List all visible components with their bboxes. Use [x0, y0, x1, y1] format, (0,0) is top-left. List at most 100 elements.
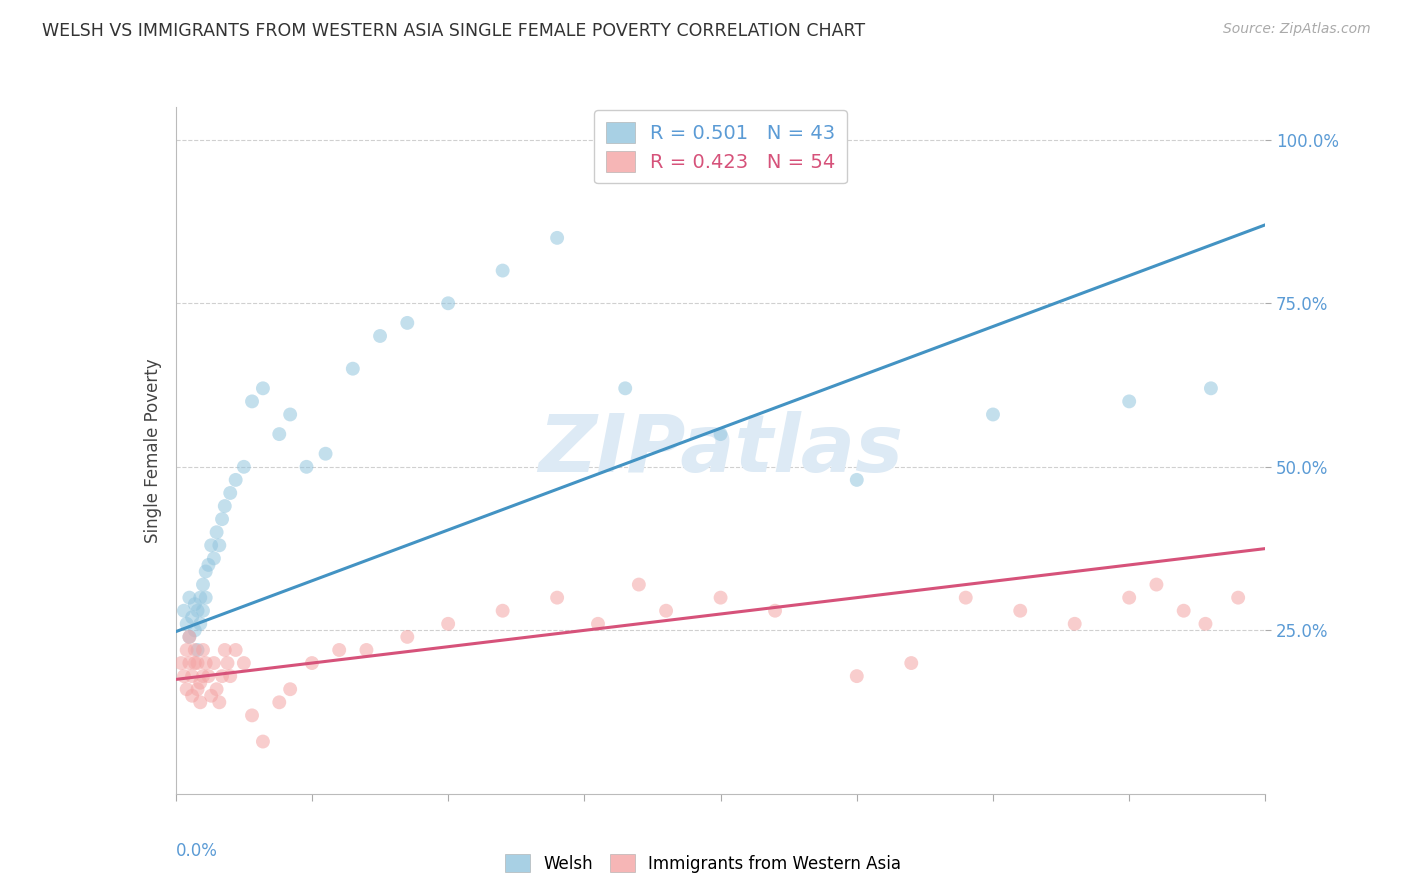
Point [176, 682, 198, 697]
Point [186, 643, 209, 657]
Point [328, 643, 350, 657]
Point [356, 643, 378, 657]
Point [492, 263, 515, 277]
Point [211, 669, 233, 683]
Point [1173, 604, 1195, 618]
Point [252, 381, 274, 395]
Point [194, 565, 217, 579]
Point [240, 394, 263, 409]
Point [181, 610, 204, 624]
Point [710, 591, 733, 605]
Point [179, 656, 201, 670]
Legend: Welsh, Immigrants from Western Asia: Welsh, Immigrants from Western Asia [498, 847, 908, 880]
Point [208, 695, 231, 709]
Point [900, 656, 922, 670]
Point [295, 459, 318, 474]
Point [184, 597, 207, 611]
Text: ZIPatlas: ZIPatlas [538, 411, 903, 490]
Point [1063, 616, 1085, 631]
Point [186, 682, 209, 697]
Point [240, 708, 263, 723]
Point [194, 591, 217, 605]
Point [188, 591, 211, 605]
Point [205, 682, 228, 697]
Point [179, 591, 201, 605]
Point [955, 591, 977, 605]
Point [179, 630, 201, 644]
Point [188, 675, 211, 690]
Point [1194, 616, 1216, 631]
Point [197, 558, 219, 572]
Point [315, 447, 337, 461]
Point [614, 381, 637, 395]
Point [546, 231, 568, 245]
Point [170, 656, 193, 670]
Point [219, 669, 242, 683]
Point [176, 643, 198, 657]
Point [211, 512, 233, 526]
Point [186, 656, 209, 670]
Point [202, 551, 225, 566]
Point [188, 695, 211, 709]
Point [845, 669, 868, 683]
Point [981, 408, 1004, 422]
Point [208, 538, 231, 552]
Point [232, 656, 254, 670]
Point [278, 682, 301, 697]
Point [202, 656, 225, 670]
Point [191, 577, 214, 591]
Point [191, 669, 214, 683]
Point [200, 689, 222, 703]
Point [845, 473, 868, 487]
Point [763, 604, 786, 618]
Point [188, 616, 211, 631]
Point [437, 296, 460, 310]
Point [492, 604, 515, 618]
Point [179, 630, 201, 644]
Point [225, 643, 247, 657]
Point [197, 669, 219, 683]
Point [342, 361, 364, 376]
Point [368, 329, 391, 343]
Text: Source: ZipAtlas.com: Source: ZipAtlas.com [1223, 22, 1371, 37]
Point [1010, 604, 1032, 618]
Point [546, 591, 568, 605]
Point [191, 604, 214, 618]
Point [181, 669, 204, 683]
Point [214, 643, 236, 657]
Point [1199, 381, 1222, 395]
Point [214, 499, 236, 513]
Point [396, 630, 419, 644]
Point [173, 604, 195, 618]
Point [437, 616, 460, 631]
Point [176, 616, 198, 631]
Point [173, 669, 195, 683]
Point [278, 408, 301, 422]
Point [586, 616, 609, 631]
Point [1118, 591, 1140, 605]
Text: 0.0%: 0.0% [176, 842, 218, 860]
Point [217, 656, 239, 670]
Point [269, 427, 291, 442]
Point [627, 577, 650, 591]
Point [710, 427, 733, 442]
Point [301, 656, 323, 670]
Y-axis label: Single Female Poverty: Single Female Poverty [143, 359, 162, 542]
Point [1144, 577, 1167, 591]
Legend: R = 0.501   N = 43, R = 0.423   N = 54: R = 0.501 N = 43, R = 0.423 N = 54 [593, 110, 848, 184]
Point [184, 643, 207, 657]
Point [205, 525, 228, 540]
Point [269, 695, 291, 709]
Point [184, 656, 207, 670]
Point [225, 473, 247, 487]
Point [396, 316, 419, 330]
Point [232, 459, 254, 474]
Point [1118, 394, 1140, 409]
Point [200, 538, 222, 552]
Point [219, 486, 242, 500]
Point [1227, 591, 1250, 605]
Point [191, 643, 214, 657]
Point [181, 689, 204, 703]
Point [194, 656, 217, 670]
Point [252, 734, 274, 748]
